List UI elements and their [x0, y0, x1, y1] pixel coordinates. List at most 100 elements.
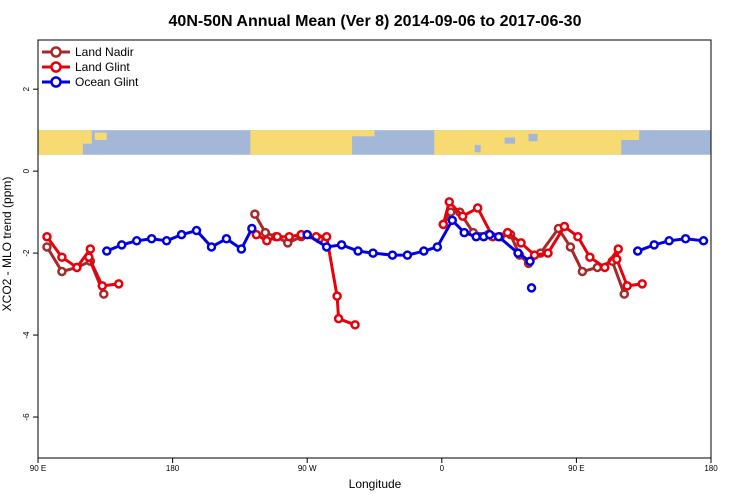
x-tick-label: 0	[440, 464, 445, 473]
data-point	[387, 250, 398, 260]
data-point	[206, 242, 217, 252]
data-point	[332, 291, 342, 301]
data-point	[333, 313, 344, 324]
data-point	[114, 279, 124, 289]
data-point	[459, 227, 469, 238]
map-land	[550, 143, 563, 153]
data-point	[502, 227, 513, 238]
data-point	[42, 242, 52, 252]
data-point	[161, 236, 172, 246]
data-point	[573, 231, 583, 242]
data-point	[637, 279, 647, 289]
map-water	[474, 144, 481, 153]
data-point	[191, 225, 202, 236]
map-land	[82, 130, 92, 144]
legend-entry: Ocean Glint	[75, 75, 139, 89]
data-point	[368, 248, 378, 258]
x-tick-label: 90 W	[298, 464, 317, 473]
data-point	[585, 252, 595, 262]
data-point	[619, 289, 630, 299]
data-point	[272, 231, 283, 242]
data-point	[284, 231, 295, 242]
data-point	[221, 234, 232, 244]
axes: 90 E 180 90 W 0 90 E 180 2 0 -2 -4 -6	[22, 39, 718, 473]
data-point	[85, 244, 96, 254]
data-point	[444, 197, 455, 207]
data-point	[438, 219, 449, 230]
data-point	[432, 242, 443, 252]
data-point	[350, 320, 360, 330]
data-point	[419, 246, 429, 256]
data-point	[262, 236, 272, 246]
map-land	[352, 130, 375, 137]
map-land	[38, 130, 83, 155]
series-group	[42, 197, 709, 330]
x-tick-label: 90 E	[30, 464, 46, 473]
data-point	[84, 252, 94, 262]
map-land	[250, 130, 353, 155]
map-land	[621, 130, 640, 140]
legend-swatch-marker	[50, 76, 62, 88]
data-point	[97, 281, 108, 291]
data-point	[577, 266, 588, 277]
x-axis-label: Longitude	[349, 477, 402, 491]
y-tick-label: -6	[22, 413, 31, 421]
series-line	[442, 210, 626, 295]
data-point	[457, 211, 468, 221]
y-axis-label: XCO2 - MLO trend (ppm)	[0, 177, 14, 312]
data-point	[471, 231, 481, 242]
data-point	[302, 229, 312, 240]
data-point	[525, 256, 535, 267]
data-point	[680, 234, 691, 244]
data-point	[176, 229, 187, 240]
map-land	[465, 130, 478, 137]
data-point	[543, 248, 553, 258]
legend-entry: Land Glint	[75, 60, 130, 74]
data-point	[447, 215, 458, 226]
data-point	[472, 203, 483, 213]
data-point	[612, 254, 622, 264]
data-point	[250, 209, 260, 219]
data-point	[649, 240, 659, 250]
legend-swatch-marker	[50, 61, 62, 73]
data-point	[99, 289, 109, 299]
y-tick-label: 2	[22, 86, 31, 91]
data-point	[565, 242, 576, 252]
map-land	[337, 144, 347, 152]
data-point	[622, 281, 632, 291]
data-point	[484, 229, 495, 240]
data-point	[513, 248, 523, 258]
data-point	[600, 262, 610, 273]
map-land	[94, 132, 107, 140]
data-point	[260, 227, 271, 238]
world-map-band	[38, 130, 711, 155]
map-land	[434, 130, 622, 155]
data-point	[526, 283, 537, 293]
chart-title: 40N-50N Annual Mean (Ver 8) 2014-09-06 t…	[169, 13, 582, 30]
x-tick-label: 180	[166, 464, 180, 473]
data-point	[529, 250, 540, 260]
y-tick-label: -4	[22, 331, 31, 339]
data-point	[251, 229, 262, 240]
data-point	[664, 236, 674, 246]
data-point	[402, 250, 413, 260]
data-point	[336, 240, 347, 250]
data-point	[42, 231, 52, 242]
data-point	[321, 242, 332, 252]
data-point	[102, 246, 112, 256]
series-line	[45, 235, 119, 288]
data-point	[247, 223, 257, 234]
series-line	[441, 200, 643, 288]
data-point	[146, 234, 157, 244]
legend-entry: Land Nadir	[75, 45, 134, 59]
map-water	[528, 133, 538, 142]
x-tick-label: 90 E	[568, 464, 584, 473]
data-point	[57, 266, 67, 277]
data-point	[516, 238, 526, 248]
data-point	[698, 236, 709, 246]
data-point	[493, 231, 504, 242]
data-point	[131, 236, 142, 246]
data-point	[353, 246, 363, 256]
